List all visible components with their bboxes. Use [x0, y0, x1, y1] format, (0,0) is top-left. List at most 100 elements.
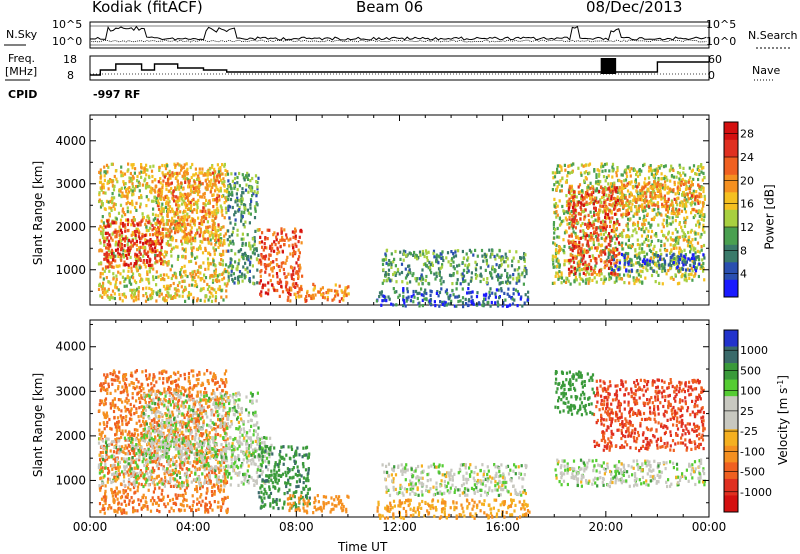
- power-cell: [212, 278, 215, 282]
- power-cell: [276, 232, 279, 236]
- power-cell: [176, 186, 179, 190]
- power-cell: [234, 252, 237, 256]
- power-cell: [639, 257, 642, 261]
- power-cell: [654, 280, 657, 284]
- power-cell: [160, 192, 163, 196]
- power-cell: [616, 273, 619, 277]
- power-cell: [576, 203, 579, 207]
- power-cell: [580, 163, 583, 167]
- power-cell: [602, 232, 606, 237]
- power-cell: [668, 216, 671, 220]
- power-cell: [605, 175, 608, 180]
- power-cell: [644, 218, 648, 222]
- power-cell: [252, 248, 256, 252]
- power-cell: [691, 278, 694, 282]
- power-cell: [468, 263, 471, 267]
- power-cell: [703, 214, 706, 219]
- power-cell: [215, 196, 218, 201]
- power-cell: [104, 265, 108, 269]
- power-cell: [106, 246, 109, 250]
- power-cell: [173, 199, 176, 203]
- power-cell: [167, 201, 170, 205]
- power-cell: [103, 239, 106, 244]
- nave-tick-top: 60: [708, 53, 722, 66]
- power-cell: [432, 249, 436, 253]
- power-cell: [631, 234, 634, 238]
- power-cell: [217, 167, 221, 171]
- power-cell: [395, 280, 398, 284]
- power-cell: [172, 226, 175, 230]
- power-cell: [135, 227, 138, 231]
- power-cell: [517, 259, 520, 264]
- power-cell: [616, 166, 619, 170]
- power-cell: [575, 218, 578, 223]
- power-cell: [584, 176, 587, 180]
- power-cell: [139, 245, 142, 249]
- power-cell: [134, 233, 137, 237]
- power-cell: [618, 222, 621, 227]
- power-cell: [573, 268, 577, 273]
- power-cell: [498, 281, 501, 285]
- power-cell: [687, 273, 690, 277]
- power-cell: [578, 272, 581, 276]
- power-cell: [165, 284, 168, 288]
- nsky-tick-top: 10^5: [52, 18, 83, 31]
- power-cell: [114, 280, 118, 284]
- power-cell: [131, 182, 134, 186]
- power-cell: [428, 299, 431, 303]
- power-cell: [189, 238, 192, 242]
- power-cell: [191, 184, 194, 188]
- power-cell: [592, 242, 595, 247]
- power-cell: [491, 276, 494, 280]
- power-cell: [285, 236, 288, 240]
- power-cell: [144, 251, 147, 255]
- power-cell: [690, 169, 693, 173]
- power-cell: [584, 263, 587, 267]
- power-cell: [448, 273, 452, 277]
- power-cell: [437, 294, 440, 298]
- power-cell: [97, 262, 101, 266]
- power-cell: [422, 293, 425, 297]
- power-cell: [692, 177, 695, 181]
- power-cell: [195, 186, 198, 190]
- power-cell: [573, 208, 577, 212]
- power-cell: [652, 247, 655, 251]
- power-cell: [107, 218, 110, 222]
- power-cell: [194, 167, 197, 171]
- power-cell: [234, 276, 237, 280]
- power-cell: [596, 188, 599, 192]
- power-cell: [603, 266, 606, 270]
- power-cell: [183, 209, 186, 213]
- power-cell: [171, 207, 174, 211]
- power-cell: [669, 251, 672, 255]
- power-cell: [281, 290, 285, 294]
- power-cell: [253, 190, 256, 194]
- power-cell: [188, 283, 191, 287]
- power-cell: [202, 220, 205, 224]
- power-cell: [611, 204, 614, 208]
- power-cell: [279, 280, 283, 284]
- power-cell: [681, 256, 684, 261]
- power-cell: [345, 293, 348, 297]
- power-cell: [194, 239, 197, 243]
- power-cell: [472, 302, 475, 306]
- power-cell: [448, 297, 451, 301]
- power-cell: [206, 171, 210, 175]
- power-cell: [167, 262, 170, 266]
- power-cell: [211, 182, 214, 186]
- power-cell: [627, 262, 630, 266]
- power-cell: [117, 240, 120, 244]
- power-cell: [470, 295, 473, 299]
- power-cell: [162, 179, 165, 183]
- power-colorbar-label: 12: [740, 221, 754, 234]
- power-cell: [556, 257, 559, 261]
- power-cell: [156, 238, 159, 242]
- power-cell: [215, 230, 218, 235]
- power-cell: [690, 256, 694, 260]
- power-cell: [240, 199, 243, 204]
- power-cell: [606, 207, 610, 211]
- power-cell: [578, 240, 581, 244]
- power-cell: [445, 288, 448, 292]
- power-cell: [418, 291, 421, 295]
- power-cell: [615, 276, 618, 280]
